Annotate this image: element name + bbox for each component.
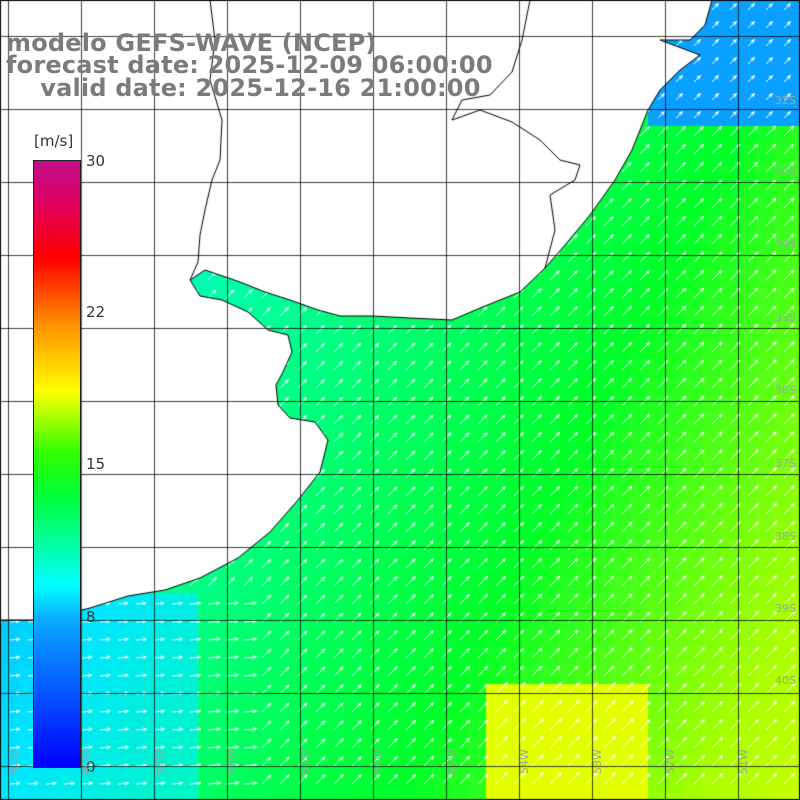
forecast-date: forecast date: 2025-12-09 06:00:00 bbox=[6, 51, 493, 79]
colorbar-tick-0: 0 bbox=[86, 758, 96, 776]
lat-label: 40S bbox=[775, 674, 796, 687]
lat-label: 35S bbox=[775, 311, 796, 324]
lat-label: 39S bbox=[775, 602, 796, 615]
lon-label: 52W bbox=[664, 749, 677, 774]
lon-label: 61W bbox=[7, 749, 20, 774]
lat-label: 38S bbox=[775, 530, 796, 543]
lat-label: 36S bbox=[775, 384, 796, 397]
colorbar-unit: [m/s] bbox=[34, 132, 74, 150]
colorbar-tick-22: 22 bbox=[86, 303, 106, 321]
lon-label: 58W bbox=[226, 749, 239, 774]
colorbar-tick-8: 8 bbox=[86, 608, 96, 626]
lon-label: 57W bbox=[299, 749, 312, 774]
lon-label: 56W bbox=[372, 749, 385, 774]
lat-label: 32S bbox=[775, 94, 796, 107]
lat-label: 33S bbox=[775, 166, 796, 179]
lon-label: 53W bbox=[591, 749, 604, 774]
colorbar-tick-30: 30 bbox=[86, 152, 106, 170]
lon-label: 60W bbox=[80, 749, 93, 774]
lat-label: 37S bbox=[775, 457, 796, 470]
model-title: modelo GEFS-WAVE (NCEP) bbox=[6, 29, 377, 57]
lon-label: 51W bbox=[737, 749, 750, 774]
lon-label: 54W bbox=[518, 749, 531, 774]
colorbar-tick-15: 15 bbox=[86, 455, 106, 473]
colorbar-gradient bbox=[33, 160, 81, 768]
lon-label: 59W bbox=[153, 749, 166, 774]
valid-date: valid date: 2025-12-16 21:00:00 bbox=[6, 74, 481, 102]
lat-label: 34S bbox=[775, 238, 796, 251]
lon-label: 55W bbox=[445, 749, 458, 774]
